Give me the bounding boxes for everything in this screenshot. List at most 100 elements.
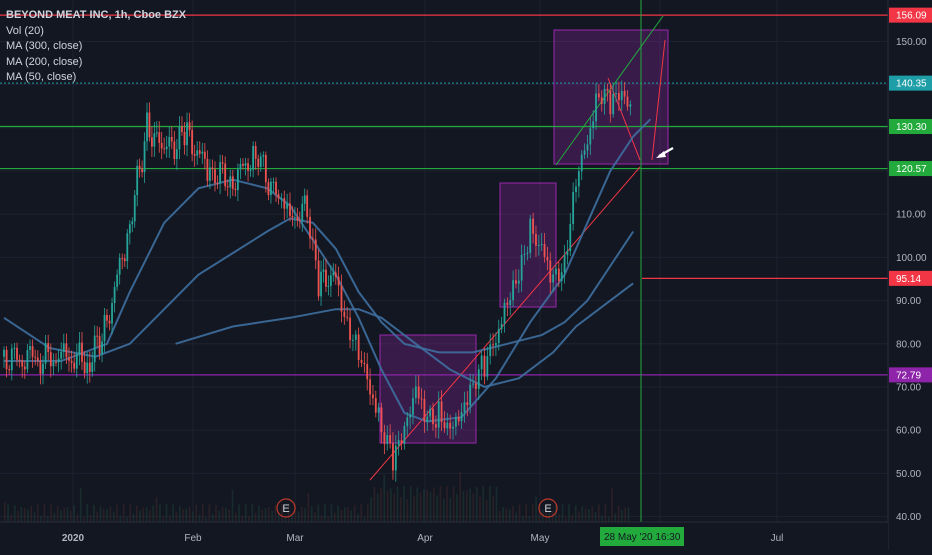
candle-body <box>394 445 397 471</box>
candle-body <box>463 402 466 413</box>
volume-bar <box>152 505 155 522</box>
volume-bar <box>281 504 283 522</box>
candle-body <box>267 182 270 196</box>
candle-body <box>301 203 304 221</box>
candle-body <box>131 221 134 225</box>
volume-bar <box>218 510 221 522</box>
candle-body <box>603 88 606 104</box>
candle-body <box>586 144 589 151</box>
volume-bar <box>588 509 590 522</box>
candle-body <box>475 383 477 389</box>
candle-body <box>108 320 111 324</box>
volume-bar <box>327 516 329 522</box>
candle-body <box>289 203 291 217</box>
candle-body <box>39 360 42 374</box>
volume-bar <box>340 509 343 522</box>
candle-body <box>383 432 386 444</box>
candle-body <box>452 426 454 429</box>
volume-bar <box>172 504 174 522</box>
candle-body <box>101 341 103 354</box>
candle-body <box>477 369 480 389</box>
candle-body <box>555 268 557 275</box>
volume-bar <box>271 510 273 522</box>
volume-bar <box>70 510 72 522</box>
volume-bar <box>508 509 511 522</box>
candle-body <box>446 422 449 429</box>
price-level-value: 95.14 <box>896 274 921 285</box>
volume-bar <box>225 507 227 522</box>
x-axis-ticks: 2020 Feb Mar Apr May Jul <box>62 533 784 544</box>
volume-bar <box>512 505 514 522</box>
volume-bar <box>446 486 448 522</box>
volume-bar <box>505 508 508 522</box>
candle-body <box>86 362 89 374</box>
volume-bar <box>235 512 237 522</box>
volume-bar <box>452 486 455 522</box>
candle-body <box>229 176 232 188</box>
candle-body <box>495 342 497 346</box>
volume-bar <box>46 516 49 522</box>
candle-body <box>423 398 426 422</box>
candle-body <box>609 90 612 115</box>
volume-bar <box>535 496 537 522</box>
candle-body <box>311 238 314 240</box>
candle-body <box>389 435 391 444</box>
indicator-ma300[interactable]: MA (300, close) <box>6 40 83 52</box>
candle-body <box>34 356 37 358</box>
x-tick-label: May <box>531 533 550 544</box>
candle-body <box>569 223 572 252</box>
candle-body <box>486 356 489 377</box>
volume-bar <box>515 512 518 522</box>
candle-body <box>618 92 620 101</box>
volume-bar <box>258 505 260 522</box>
earnings-marker <box>276 498 296 518</box>
volume-bar <box>122 504 125 522</box>
volume-bar <box>119 515 122 522</box>
candle-body <box>136 165 139 196</box>
candle-body <box>183 131 186 146</box>
volume-bar <box>485 499 488 522</box>
volume-bar <box>261 509 263 522</box>
candle-body <box>118 258 121 275</box>
volume-bar <box>347 507 349 522</box>
volume-bar <box>393 493 395 522</box>
candle-body <box>546 256 549 261</box>
candle-body <box>520 254 523 281</box>
volume-bar <box>169 515 171 522</box>
volume-bar <box>188 506 191 522</box>
candle-body <box>291 216 294 218</box>
price-level-value: 72.79 <box>896 370 921 381</box>
candle-body <box>526 252 529 254</box>
volume-bar <box>93 504 95 522</box>
candle-body <box>111 303 113 324</box>
candle-body <box>270 181 272 196</box>
candle-body <box>283 198 286 209</box>
candle-body <box>429 408 432 417</box>
volume-bar <box>492 496 494 522</box>
candle-body <box>165 146 168 150</box>
volume-bar <box>264 508 267 522</box>
price-level-tag <box>889 270 932 286</box>
volume-bar <box>376 493 379 522</box>
candle-body <box>577 171 580 187</box>
candle-body <box>21 360 24 367</box>
candle-body <box>557 268 560 281</box>
volume-bar <box>284 517 287 522</box>
indicator-ma200[interactable]: MA (200, close) <box>6 55 83 68</box>
indicator-vol[interactable]: Vol (20) <box>6 24 44 37</box>
candle-body <box>426 416 429 422</box>
candle-body <box>52 362 55 367</box>
candle-body <box>49 352 52 367</box>
earnings-marker-label: E <box>282 503 289 515</box>
indicator-ma50[interactable]: MA (50, close) <box>6 71 77 83</box>
candle-body <box>275 181 277 195</box>
volume-bar <box>185 508 188 522</box>
candle-body <box>349 317 351 341</box>
crosshair-time-tag <box>600 527 684 546</box>
volume-bar <box>53 512 56 522</box>
candle-body <box>244 163 247 166</box>
y-tick-label: 70.00 <box>896 382 921 393</box>
volume-bar <box>228 509 230 522</box>
